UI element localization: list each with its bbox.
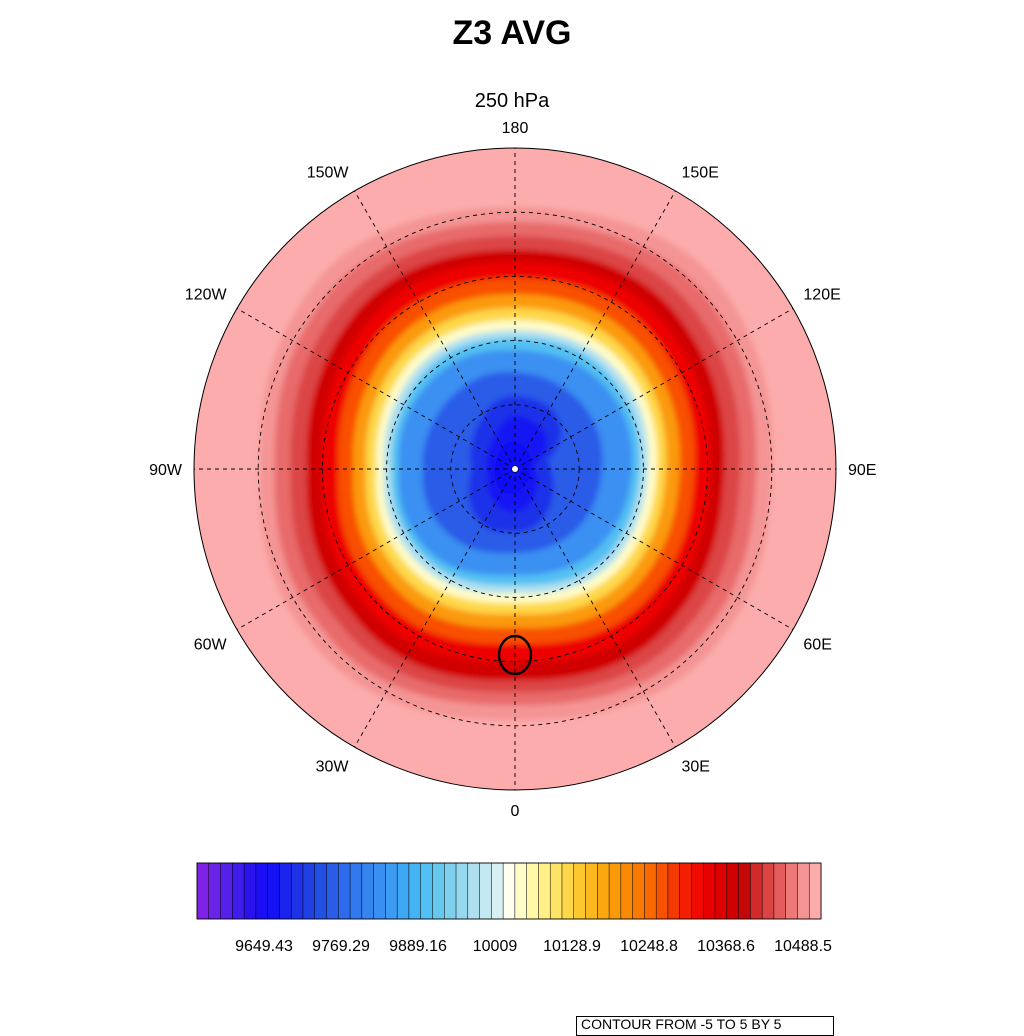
lon-label-0: 0 xyxy=(511,803,520,820)
colorbar-tick-label: 10009 xyxy=(473,938,518,955)
colorbar-tick-label: 9889.16 xyxy=(389,938,447,955)
colorbar-box xyxy=(408,862,422,920)
meridian-line xyxy=(514,308,794,470)
colorbar-box xyxy=(444,862,457,920)
colorbar-box xyxy=(349,862,363,920)
figure-subtitle: 250 hPa xyxy=(474,90,550,112)
colorbar-box xyxy=(432,862,445,920)
colorbar-box xyxy=(785,862,798,920)
lon-label-120e: 120E xyxy=(803,287,840,304)
colorbar-box xyxy=(667,862,681,920)
colorbar-box xyxy=(302,862,316,920)
colorbar-box xyxy=(491,862,504,920)
meridian-line xyxy=(514,468,794,630)
lon-label-60w: 60W xyxy=(194,637,228,654)
colorbar-box xyxy=(396,862,410,920)
colorbar: 9649.43 9769.29 9889.16 10009 10128.9 10248.8… xyxy=(196,862,832,955)
colorbar-box xyxy=(808,862,822,920)
colorbar-box xyxy=(502,862,516,920)
lon-label-180: 180 xyxy=(502,120,529,137)
figure-title: Z3 AVG xyxy=(452,14,572,52)
colorbar-box xyxy=(361,862,375,920)
colorbar-box xyxy=(420,862,433,920)
colorbar-box xyxy=(714,862,728,920)
lon-label-90w: 90W xyxy=(149,462,183,479)
contour-info-label: CONTOUR FROM -5 TO 5 BY 5 xyxy=(576,1016,834,1036)
colorbar-box xyxy=(220,862,233,920)
colorbar-tick-label: 9769.29 xyxy=(312,938,370,955)
colorbar-tick-label: 10128.9 xyxy=(543,938,601,955)
map-border xyxy=(193,147,837,791)
colorbar-box xyxy=(726,862,740,920)
colorbar-box xyxy=(750,862,763,920)
meridian-line xyxy=(236,308,516,470)
colorbar-box xyxy=(232,862,245,920)
colorbar-box xyxy=(585,862,598,920)
colorbar-box xyxy=(314,862,327,920)
colorbar-box xyxy=(679,862,692,920)
colorbar-box xyxy=(773,862,787,920)
meridian-line xyxy=(354,190,516,470)
colorbar-tick-label: 10248.8 xyxy=(620,938,678,955)
meridian-line xyxy=(514,190,676,470)
lon-label-30w: 30W xyxy=(316,758,350,775)
lon-label-150e: 150E xyxy=(682,165,719,182)
colorbar-tick-label: 10488.5 xyxy=(774,938,832,955)
north-pole-marker xyxy=(512,466,518,472)
filled-contours xyxy=(194,148,836,790)
colorbar-box xyxy=(255,862,269,920)
colorbar-box xyxy=(290,862,304,920)
colorbar-box xyxy=(632,862,645,920)
colorbar-tick-label: 10368.6 xyxy=(697,938,755,955)
colorbar-box xyxy=(514,862,528,920)
lon-label-30e: 30E xyxy=(682,758,710,775)
colorbar-box xyxy=(196,862,210,920)
colorbar-box xyxy=(761,862,775,920)
colorbar-box xyxy=(608,862,622,920)
colorbar-box xyxy=(526,862,539,920)
colorbar-box xyxy=(243,862,257,920)
colorbar-box xyxy=(385,862,398,920)
lon-label-120w: 120W xyxy=(185,287,228,304)
colorbar-box xyxy=(573,862,586,920)
meridian-line xyxy=(354,468,516,748)
colorbar-box xyxy=(597,862,610,920)
longitude-labels: 180 150E 120E 90E 60E 30E 0 30W 60W 90W 120W 150W xyxy=(149,120,876,820)
lon-label-60e: 60E xyxy=(803,637,831,654)
colorbar-box xyxy=(208,862,221,920)
colorbar-box xyxy=(620,862,634,920)
colorbar-box xyxy=(703,862,716,920)
colorbar-box xyxy=(738,862,751,920)
lon-label-90e: 90E xyxy=(848,462,876,479)
colorbar-box xyxy=(655,862,669,920)
colorbar-box xyxy=(373,862,386,920)
colorbar-box xyxy=(326,862,339,920)
colorbar-frame xyxy=(196,862,822,920)
colorbar-box xyxy=(561,862,575,920)
colorbar-box xyxy=(279,862,292,920)
colorbar-box xyxy=(549,862,563,920)
zero-contour-line xyxy=(497,634,533,676)
colorbar-box xyxy=(691,862,704,920)
colorbar-box xyxy=(338,862,351,920)
colorbar-box xyxy=(467,862,481,920)
meridian-lines xyxy=(194,148,836,790)
colorbar-box xyxy=(644,862,657,920)
lon-label-150w: 150W xyxy=(307,165,350,182)
colorbar-tick-label: 9649.43 xyxy=(235,938,293,955)
colorbar-box xyxy=(455,862,469,920)
colorbar-box xyxy=(267,862,280,920)
colorbar-box xyxy=(479,862,492,920)
meridian-line xyxy=(514,468,676,748)
meridian-line xyxy=(236,468,516,630)
colorbar-box xyxy=(538,862,551,920)
colorbar-box xyxy=(797,862,810,920)
